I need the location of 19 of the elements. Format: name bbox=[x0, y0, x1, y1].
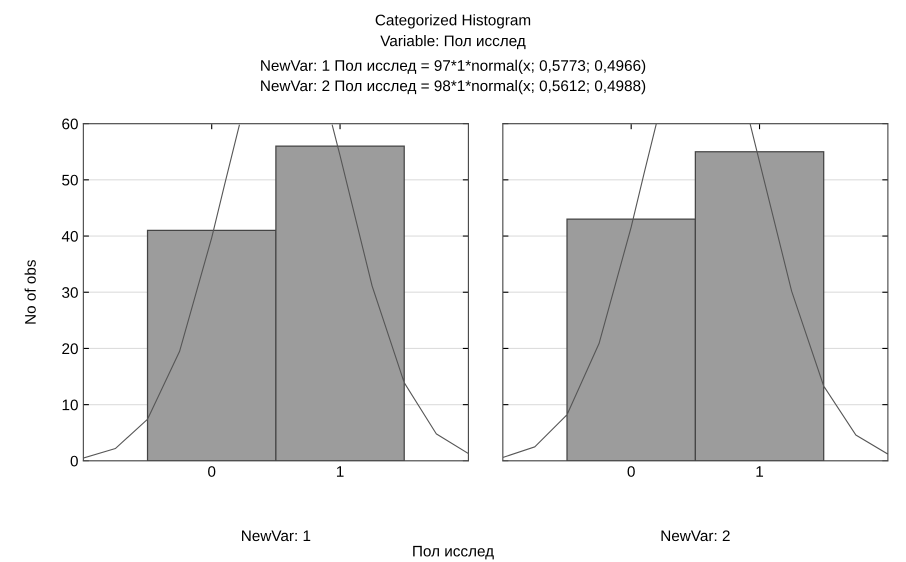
x-tick-label: 1 bbox=[756, 466, 764, 477]
y-tick-label: 10 bbox=[62, 400, 78, 410]
y-tick-label: 20 bbox=[62, 343, 78, 354]
y-axis-title: No of obs bbox=[24, 260, 36, 324]
text: NewVar: 1 Пол исслед = 97*1*normal(x; 0,5773; 0,4966) bbox=[261, 60, 646, 74]
x-tick-label: 0 bbox=[628, 466, 635, 477]
y-tick-label: 30 bbox=[62, 287, 78, 298]
x-tick-label: 0 bbox=[208, 466, 216, 477]
chart-title: Categorized Histogram bbox=[376, 14, 530, 28]
y-tick-label: 60 bbox=[62, 118, 78, 130]
y-tick-label: 0 bbox=[70, 456, 78, 467]
x-axis-title: NewVar: 2 bbox=[662, 530, 730, 542]
y-tick-label: 50 bbox=[62, 174, 78, 186]
chart-subtitle: Variable: Пол исслед bbox=[380, 35, 526, 50]
text: Пол исслед bbox=[413, 546, 494, 560]
y-tick-label: 40 bbox=[62, 230, 78, 242]
text: NewVar: 2 Пол исслед = 98*1*normal(x; 0,5612; 0,4988) bbox=[261, 80, 646, 94]
x-tick-label: 1 bbox=[336, 466, 344, 477]
x-axis-title: NewVar: 1 bbox=[242, 530, 310, 542]
